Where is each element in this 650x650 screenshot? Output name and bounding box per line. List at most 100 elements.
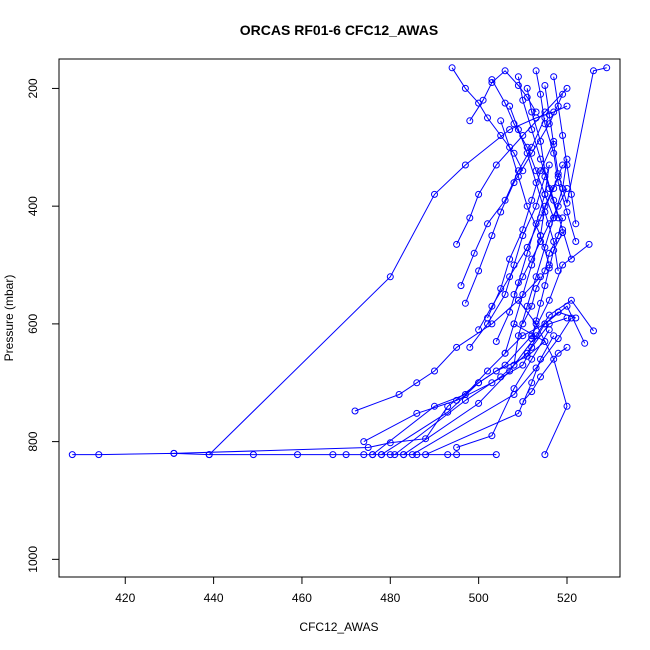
data-point: [559, 90, 567, 98]
y-axis: 200 400 600 800 1000: [26, 78, 59, 573]
data-point: [528, 149, 536, 157]
data-point: [466, 214, 474, 222]
data-point: [492, 451, 500, 459]
series-12: [453, 326, 553, 451]
series-36: [528, 229, 567, 343]
data-point: [545, 311, 553, 319]
data-point: [563, 84, 571, 92]
data-point: [537, 373, 544, 381]
data-point: [386, 273, 394, 281]
data-point: [461, 396, 469, 404]
data-point: [550, 246, 558, 254]
data-point: [554, 202, 562, 210]
data-point: [475, 379, 483, 387]
x-tick-label: 420: [115, 591, 135, 605]
series-line: [173, 323, 546, 454]
series-9: [400, 296, 597, 459]
series-line: [72, 452, 497, 456]
data-point: [572, 220, 580, 228]
data-point: [519, 332, 527, 340]
data-point: [378, 451, 385, 459]
data-point: [532, 108, 540, 116]
data-point: [541, 282, 549, 290]
data-point: [514, 409, 522, 417]
data-point: [563, 161, 571, 169]
data-point: [590, 327, 597, 335]
data-point: [559, 214, 567, 222]
data-point: [550, 140, 558, 148]
data-point: [519, 273, 527, 281]
data-point: [523, 149, 531, 157]
data-point: [510, 385, 518, 393]
y-tick-label: 400: [26, 196, 40, 216]
data-point: [479, 96, 487, 104]
data-point: [501, 361, 509, 369]
data-point: [528, 126, 536, 134]
data-point: [590, 67, 597, 75]
series-line: [500, 120, 550, 266]
chart-title: ORCAS RF01-6 CFC12_AWAS: [240, 22, 438, 38]
data-point: [342, 451, 350, 459]
data-point: [528, 343, 536, 351]
series-line: [544, 67, 607, 204]
data-point: [506, 367, 514, 375]
data-point: [523, 249, 531, 257]
series-line: [513, 188, 568, 295]
series-6: [369, 308, 580, 459]
data-point: [510, 120, 518, 128]
data-point: [559, 229, 567, 237]
data-point: [488, 232, 496, 240]
data-point: [488, 432, 496, 440]
data-point: [528, 196, 536, 204]
series-14: [519, 343, 571, 406]
data-point: [519, 398, 527, 406]
series-7: [378, 240, 593, 459]
data-point: [395, 391, 403, 398]
data-point: [506, 102, 514, 110]
data-point: [519, 226, 527, 234]
data-point: [563, 343, 571, 351]
y-tick-label: 600: [26, 314, 40, 334]
series-line: [451, 67, 524, 172]
data-point: [413, 409, 421, 417]
x-tick-label: 520: [557, 591, 577, 605]
data-point: [497, 117, 505, 125]
data-point: [567, 255, 575, 263]
series-35: [519, 214, 567, 328]
data-point: [567, 190, 575, 198]
series-8: [391, 302, 589, 459]
data-point: [501, 67, 509, 75]
data-point: [585, 240, 593, 248]
data-point: [453, 444, 461, 451]
series-26: [488, 76, 558, 222]
series-28: [506, 102, 562, 275]
series-line: [522, 217, 564, 325]
series-line: [522, 346, 568, 402]
data-point: [554, 170, 562, 178]
series-line: [517, 76, 559, 219]
data-point: [545, 220, 553, 228]
data-point: [510, 179, 518, 187]
data-point: [453, 451, 461, 459]
data-point: [550, 355, 558, 363]
x-tick-label: 500: [469, 591, 489, 605]
data-point: [563, 102, 571, 110]
data-point: [550, 332, 558, 340]
data-point: [457, 282, 465, 290]
data-point: [532, 179, 540, 187]
data-point: [360, 451, 368, 459]
data-point: [466, 117, 474, 125]
series-line: [456, 329, 550, 448]
data-point: [488, 79, 496, 86]
data-point: [554, 349, 562, 357]
data-point: [510, 320, 518, 328]
series-11: [422, 332, 558, 459]
data-point: [537, 90, 544, 98]
data-point: [506, 143, 514, 151]
data-point: [431, 190, 438, 198]
series-line: [425, 335, 555, 456]
data-point: [413, 379, 421, 387]
data-point: [514, 173, 522, 181]
data-point: [501, 349, 509, 357]
data-point: [475, 190, 483, 198]
